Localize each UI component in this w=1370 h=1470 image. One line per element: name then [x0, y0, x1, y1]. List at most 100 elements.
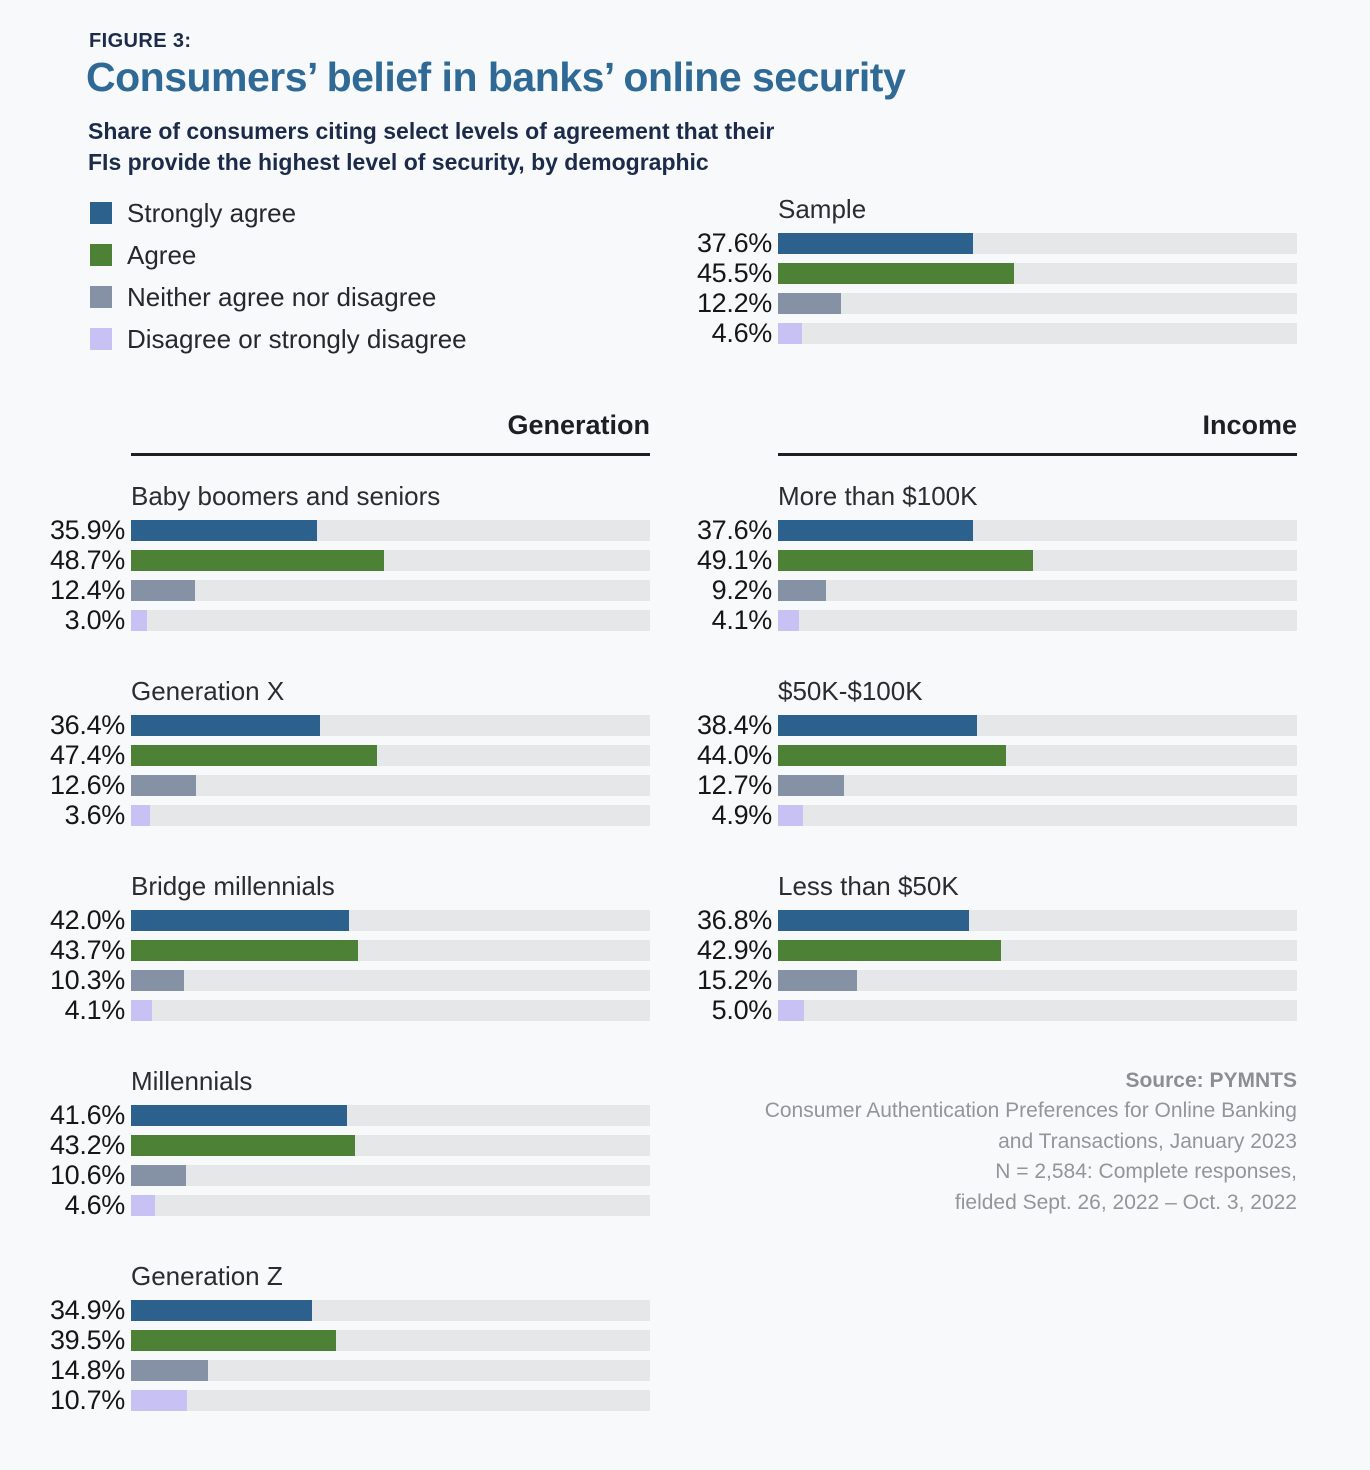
- bar-row: 39.5%: [35, 1325, 650, 1355]
- bar-fill-strongly-agree: [778, 519, 974, 541]
- bar-row: 35.9%: [35, 515, 650, 545]
- chart-title: Generation Z: [131, 1261, 283, 1291]
- bar-fill-disagree-or-strongly-disagree: [778, 804, 804, 826]
- bar-fill-strongly-agree: [131, 519, 318, 541]
- sample-chart-area: Sample 37.6% 45.5% 12.2% 4.6%: [682, 194, 1297, 348]
- bar-chart: Bridge millennials 42.0% 43.7% 10.3% 4.1%: [35, 871, 650, 1025]
- bar-track: [778, 969, 1297, 991]
- bar-row: 14.8%: [35, 1355, 650, 1385]
- bar-chart: Generation Z 34.9% 39.5% 14.8% 10.7%: [35, 1261, 650, 1415]
- bar-track: [131, 714, 650, 736]
- bar-track: [131, 1104, 650, 1126]
- figure-title: Consumers’ belief in banks’ online secur…: [86, 54, 906, 100]
- bar-fill-agree: [131, 744, 377, 766]
- bar-row: 4.9%: [682, 800, 1297, 830]
- bar-fill-strongly-agree: [131, 909, 349, 931]
- bar-fill-neither-agree-nor-disagree: [131, 774, 197, 796]
- bar-value-label: 14.8%: [49, 1354, 125, 1385]
- bar-track: [131, 1134, 650, 1156]
- section-header-generation: Generation: [131, 410, 650, 456]
- bar-track: [131, 1359, 650, 1381]
- legend-item: Strongly agree: [90, 198, 467, 228]
- bar-row: 12.7%: [682, 770, 1297, 800]
- bar-row: 47.4%: [35, 740, 650, 770]
- bar-fill-neither-agree-nor-disagree: [131, 1164, 186, 1186]
- bar-track: [778, 232, 1297, 254]
- bar-track: [131, 1194, 650, 1216]
- legend-swatch-icon: [90, 328, 112, 350]
- bar-track: [778, 804, 1297, 826]
- bar-value-label: 4.9%: [711, 799, 773, 830]
- generation-charts: Baby boomers and seniors 35.9% 48.7% 12.4% 3…: [35, 481, 650, 1415]
- chart-title: Baby boomers and seniors: [131, 481, 441, 511]
- bar-fill-neither-agree-nor-disagree: [131, 969, 185, 991]
- bar-row: 36.4%: [35, 710, 650, 740]
- bar-track: [131, 744, 650, 766]
- bar-value-label: 10.6%: [49, 1159, 125, 1190]
- legend-item: Agree: [90, 240, 467, 270]
- source-attribution: Source: PYMNTS Consumer Authentication Pr…: [682, 1066, 1297, 1218]
- bar-value-label: 47.4%: [49, 739, 125, 770]
- figure-kicker: FIGURE 3:: [89, 30, 192, 52]
- source-line: Consumer Authentication Preferences for …: [764, 1099, 1297, 1123]
- bar-row: 15.2%: [682, 965, 1297, 995]
- bar-fill-disagree-or-strongly-disagree: [131, 609, 147, 631]
- bar-row: 12.4%: [35, 575, 650, 605]
- bar-row: 37.6%: [682, 228, 1297, 258]
- income-column: Income More than $100K 37.6% 49.1% 9.2% 4.1%…: [682, 410, 1297, 1456]
- bar-track: [778, 939, 1297, 961]
- legend: Strongly agree Agree Neither agree nor dis…: [90, 198, 467, 368]
- bar-fill-strongly-agree: [131, 1299, 313, 1321]
- figure-subtitle: Share of consumers citing select levels …: [88, 116, 774, 177]
- bar-value-label: 49.1%: [696, 544, 772, 575]
- bar-fill-strongly-agree: [778, 909, 969, 931]
- bar-value-label: 43.2%: [49, 1129, 125, 1160]
- charts-grid: Generation Baby boomers and seniors 35.9%…: [35, 410, 1297, 1456]
- bar-track: [131, 579, 650, 601]
- bar-fill-disagree-or-strongly-disagree: [778, 322, 802, 344]
- bar-row: 12.6%: [35, 770, 650, 800]
- bar-value-label: 4.1%: [711, 604, 773, 635]
- bar-fill-disagree-or-strongly-disagree: [131, 1194, 155, 1216]
- bar-value-label: 3.0%: [64, 604, 126, 635]
- bar-row: 3.0%: [35, 605, 650, 635]
- bar-fill-neither-agree-nor-disagree: [778, 292, 842, 314]
- legend-swatch-icon: [90, 244, 112, 266]
- bar-track: [131, 909, 650, 931]
- bar-value-label: 34.9%: [49, 1294, 125, 1325]
- bar-row: 4.6%: [35, 1190, 650, 1220]
- bar-track: [131, 1329, 650, 1351]
- bar-track: [131, 549, 650, 571]
- source-line: Source: PYMNTS: [1125, 1069, 1297, 1092]
- bar-row: 37.6%: [682, 515, 1297, 545]
- bar-track: [131, 519, 650, 541]
- bar-row: 49.1%: [682, 545, 1297, 575]
- bar-value-label: 15.2%: [696, 964, 772, 995]
- bar-fill-disagree-or-strongly-disagree: [778, 999, 804, 1021]
- bar-fill-agree: [131, 549, 384, 571]
- bar-fill-strongly-agree: [131, 1104, 347, 1126]
- bar-row: 38.4%: [682, 710, 1297, 740]
- bar-track: [778, 579, 1297, 601]
- bar-row: 4.1%: [35, 995, 650, 1025]
- bar-track: [778, 609, 1297, 631]
- bar-row: 4.6%: [682, 318, 1297, 348]
- bar-row: 36.8%: [682, 905, 1297, 935]
- chart-title: Less than $50K: [778, 871, 959, 901]
- bar-value-label: 38.4%: [696, 709, 772, 740]
- figure-subtitle-line-1: Share of consumers citing select levels …: [88, 118, 775, 144]
- bar-value-label: 3.6%: [64, 799, 126, 830]
- bar-track: [131, 1299, 650, 1321]
- bar-value-label: 39.5%: [49, 1324, 125, 1355]
- source-line: fielded Sept. 26, 2022 – Oct. 3, 2022: [954, 1190, 1297, 1214]
- bar-fill-neither-agree-nor-disagree: [131, 1359, 208, 1381]
- chart-title: $50K-$100K: [778, 676, 923, 706]
- source-line: N = 2,584: Complete responses,: [995, 1160, 1297, 1184]
- legend-label: Disagree or strongly disagree: [127, 323, 467, 354]
- bar-value-label: 36.8%: [696, 904, 772, 935]
- bar-row: 43.2%: [35, 1130, 650, 1160]
- bar-fill-agree: [131, 1134, 356, 1156]
- bar-row: 34.9%: [35, 1295, 650, 1325]
- bar-value-label: 4.1%: [64, 994, 126, 1025]
- bar-fill-agree: [778, 939, 1001, 961]
